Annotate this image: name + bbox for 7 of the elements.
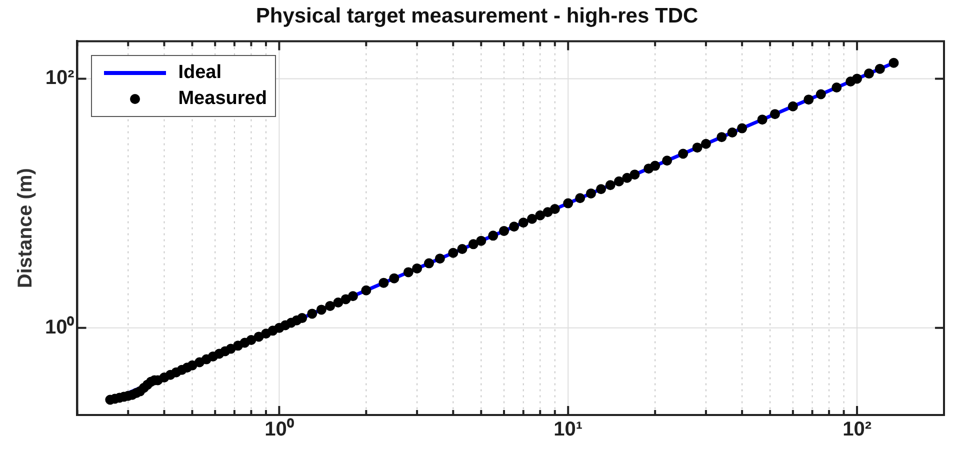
legend-label: Measured bbox=[178, 88, 267, 110]
legend-label: Ideal bbox=[178, 62, 222, 84]
y-axis-title: Distance (m) bbox=[14, 168, 37, 288]
x-tick-label: 10¹ bbox=[554, 418, 583, 441]
x-tick-label: 10⁰ bbox=[264, 418, 294, 441]
x-tick-label: 10² bbox=[842, 418, 872, 441]
chart-title: Physical target measurement - high-res TDC bbox=[256, 4, 698, 28]
